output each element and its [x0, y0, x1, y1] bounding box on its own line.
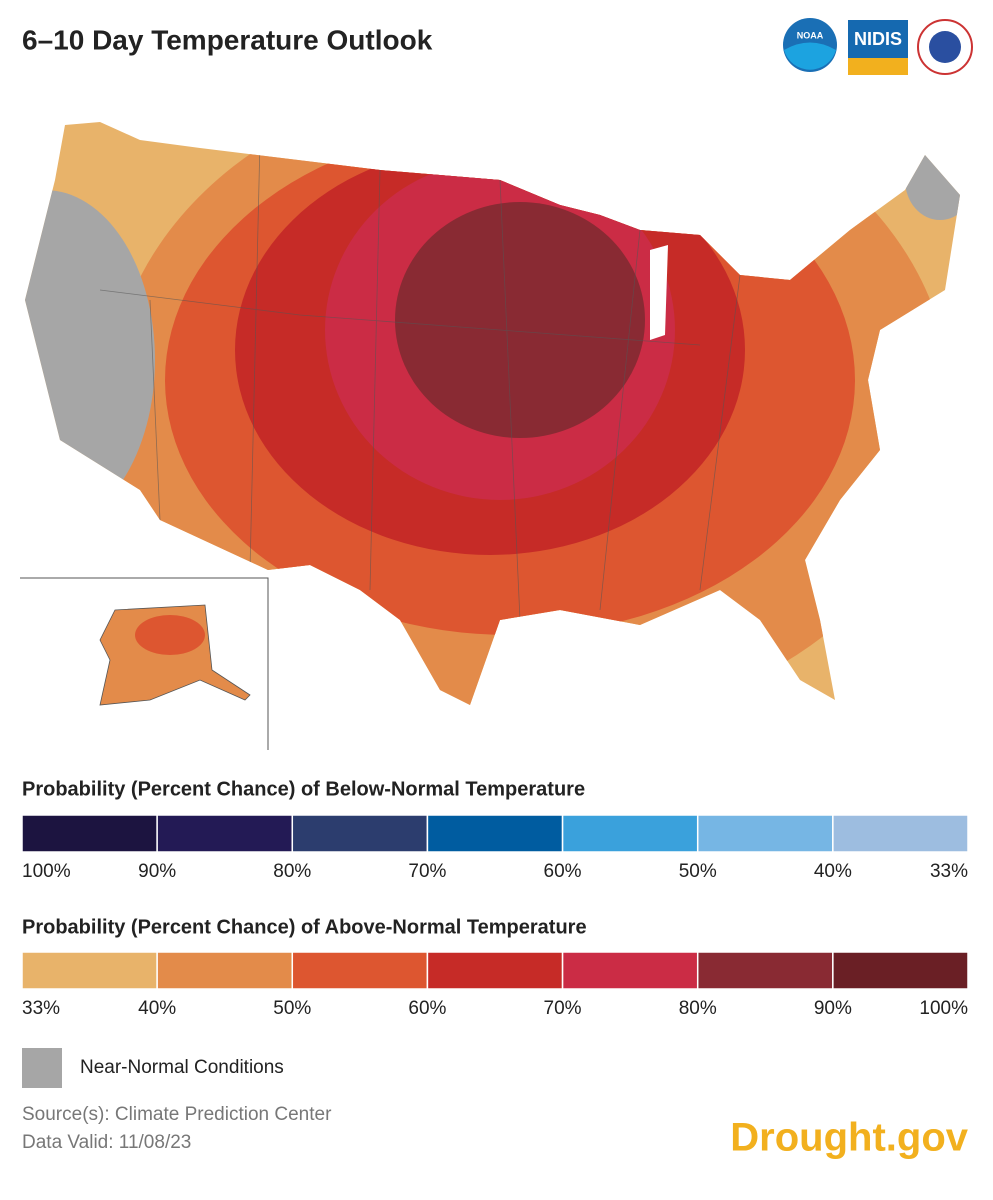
legend-label: 80% — [679, 998, 717, 1019]
brand: Drought.gov — [730, 1116, 968, 1160]
legend-swatch — [832, 951, 969, 990]
legend-label: 90% — [138, 861, 176, 882]
legend-label: 40% — [814, 861, 852, 882]
source: Source(s): Climate Prediction Center — [22, 1104, 332, 1125]
data-valid: Data Valid: 11/08/23 — [22, 1132, 191, 1153]
legend-label: 33% — [930, 861, 968, 882]
legend-swatch — [696, 814, 834, 853]
legend-swatch — [426, 814, 564, 853]
legend-label: 90% — [814, 998, 852, 1019]
legend-swatch — [21, 951, 158, 990]
title: 6–10 Day Temperature Outlook — [22, 24, 433, 55]
legend-label: 70% — [408, 861, 446, 882]
legend-label: 60% — [544, 861, 582, 882]
logos: NOAA NIDIS — [783, 18, 973, 75]
legend-label: 60% — [408, 998, 446, 1019]
legend-swatch — [21, 814, 158, 853]
legend-label: 50% — [273, 998, 311, 1019]
legend-title: Probability (Percent Chance) of Below-No… — [22, 778, 585, 800]
legend-label: 70% — [544, 998, 582, 1019]
legend-swatch — [696, 951, 834, 990]
noaa-text: NOAA — [797, 30, 824, 40]
legend-label: 100% — [22, 861, 71, 882]
legends: 100% 90% 80% 70% 60% 50% 40% 33% 33% 40% 50% 60% 70%… — [21, 814, 969, 1019]
legend-swatch — [561, 951, 699, 990]
nidis-text: NIDIS — [854, 29, 902, 49]
legend-swatch — [561, 814, 699, 853]
alaska-inset — [20, 577, 269, 750]
legend-swatch — [156, 951, 294, 990]
legend-title: Probability (Percent Chance) of Above-No… — [22, 916, 587, 938]
legend-label: 33% — [22, 998, 60, 1019]
legend-label: 50% — [679, 861, 717, 882]
legend-swatch — [832, 814, 969, 853]
legend-label: 40% — [138, 998, 176, 1019]
near-normal-label: Near-Normal Conditions — [80, 1057, 284, 1078]
near-normal-swatch — [22, 1048, 62, 1088]
legend-label: 100% — [919, 998, 968, 1019]
legend-swatch — [291, 951, 429, 990]
legend-label: 80% — [273, 861, 311, 882]
legend-swatch — [426, 951, 564, 990]
legend-swatch — [156, 814, 294, 853]
legend-swatch — [291, 814, 429, 853]
